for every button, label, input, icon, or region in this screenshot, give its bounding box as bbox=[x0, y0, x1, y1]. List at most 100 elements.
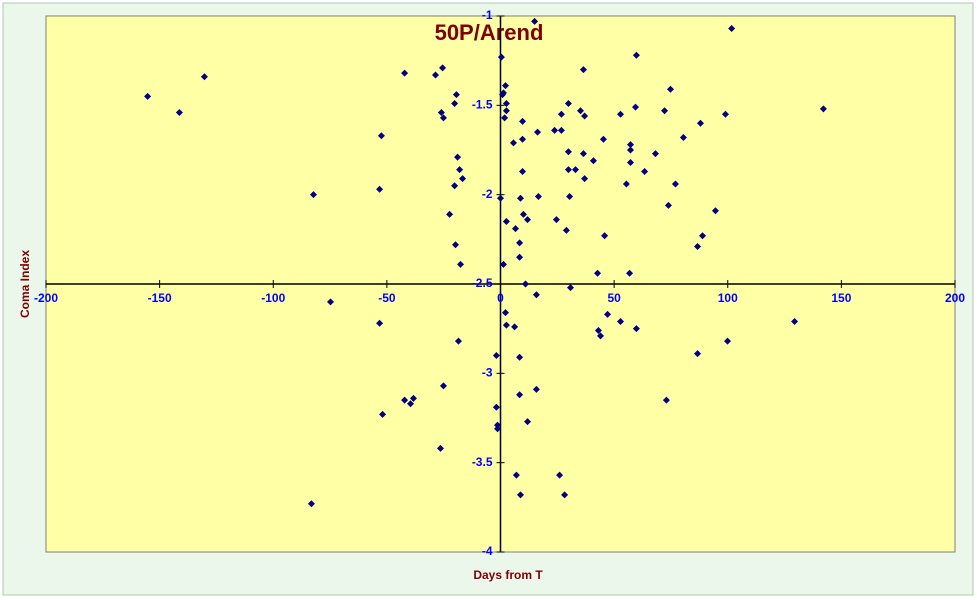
data-point bbox=[502, 100, 510, 108]
data-point bbox=[452, 241, 460, 249]
data-point bbox=[457, 260, 465, 268]
data-point bbox=[446, 210, 454, 218]
data-point bbox=[632, 51, 640, 59]
x-tick-label: -200 bbox=[34, 291, 58, 305]
data-point bbox=[511, 225, 519, 233]
data-point bbox=[552, 216, 560, 224]
data-point bbox=[564, 166, 572, 174]
data-point bbox=[401, 69, 409, 77]
data-point bbox=[492, 403, 500, 411]
data-point bbox=[379, 410, 387, 418]
data-point bbox=[519, 167, 527, 175]
data-point bbox=[494, 421, 502, 429]
data-point bbox=[571, 166, 579, 174]
data-point bbox=[502, 107, 510, 115]
data-point bbox=[516, 353, 524, 361]
data-point bbox=[566, 192, 574, 200]
data-point bbox=[516, 391, 524, 399]
data-point bbox=[666, 85, 674, 93]
data-point bbox=[664, 201, 672, 209]
data-point bbox=[492, 351, 500, 359]
data-point bbox=[432, 71, 440, 79]
data-point bbox=[724, 337, 732, 345]
data-point bbox=[516, 239, 524, 247]
data-point bbox=[437, 108, 445, 116]
data-point bbox=[599, 135, 607, 143]
data-point bbox=[596, 332, 604, 340]
data-point bbox=[699, 232, 707, 240]
data-point bbox=[407, 400, 415, 408]
data-point bbox=[494, 425, 502, 433]
data-point bbox=[401, 396, 409, 404]
data-point bbox=[452, 91, 460, 99]
data-point bbox=[561, 491, 569, 499]
data-point bbox=[516, 253, 524, 261]
data-point bbox=[454, 337, 462, 345]
data-point bbox=[454, 153, 462, 161]
data-point bbox=[456, 166, 464, 174]
y-tick-label: -3 bbox=[482, 366, 493, 380]
data-point bbox=[819, 105, 827, 113]
data-point bbox=[626, 269, 634, 277]
data-point bbox=[497, 53, 505, 61]
data-point bbox=[516, 491, 524, 499]
data-point bbox=[622, 180, 630, 188]
data-point bbox=[519, 210, 527, 218]
data-point bbox=[531, 17, 539, 25]
data-point bbox=[409, 394, 417, 402]
data-point bbox=[376, 185, 384, 193]
data-point bbox=[499, 89, 507, 97]
data-point bbox=[532, 291, 540, 299]
data-point bbox=[557, 126, 565, 134]
data-point bbox=[519, 117, 527, 125]
data-point bbox=[534, 128, 542, 136]
x-axis-title: Days from T bbox=[473, 568, 543, 582]
data-point bbox=[451, 100, 459, 108]
data-point bbox=[651, 150, 659, 158]
y-tick-label: -1.5 bbox=[472, 98, 493, 112]
data-point bbox=[309, 191, 317, 199]
x-tick-label: 0 bbox=[497, 291, 504, 305]
data-point bbox=[604, 310, 612, 318]
data-point bbox=[791, 318, 799, 326]
data-point bbox=[511, 323, 519, 331]
y-axis-title: Coma Index bbox=[18, 250, 32, 318]
data-point bbox=[519, 135, 527, 143]
data-point bbox=[509, 139, 517, 147]
data-point bbox=[521, 280, 529, 288]
data-point bbox=[501, 82, 509, 90]
data-point bbox=[437, 444, 445, 452]
y-tick-label: -2 bbox=[482, 187, 493, 201]
data-point bbox=[594, 326, 602, 334]
data-point bbox=[512, 471, 520, 479]
data-point bbox=[377, 132, 385, 140]
data-point bbox=[551, 126, 559, 134]
x-tick-label: -150 bbox=[148, 291, 172, 305]
data-point bbox=[566, 284, 574, 292]
data-point bbox=[632, 325, 640, 333]
data-point bbox=[696, 119, 704, 127]
data-point bbox=[671, 180, 679, 188]
data-point bbox=[626, 159, 634, 167]
data-point bbox=[451, 182, 459, 190]
data-point bbox=[679, 133, 687, 141]
data-point bbox=[662, 396, 670, 404]
data-point bbox=[524, 418, 532, 426]
data-point bbox=[200, 73, 208, 81]
x-tick-label: -100 bbox=[261, 291, 285, 305]
data-point bbox=[694, 242, 702, 250]
y-tick-label: -2.5 bbox=[472, 276, 493, 290]
y-tick-label: -3.5 bbox=[472, 455, 493, 469]
data-point bbox=[581, 175, 589, 183]
data-point bbox=[307, 500, 315, 508]
data-point bbox=[641, 167, 649, 175]
x-tick-label: 100 bbox=[718, 291, 738, 305]
data-point bbox=[594, 269, 602, 277]
data-point bbox=[711, 207, 719, 215]
data-point bbox=[534, 192, 542, 200]
y-tick-label: -1 bbox=[482, 8, 493, 22]
data-point bbox=[376, 319, 384, 327]
data-point bbox=[439, 114, 447, 122]
data-point bbox=[581, 112, 589, 120]
x-tick-label: -50 bbox=[378, 291, 396, 305]
